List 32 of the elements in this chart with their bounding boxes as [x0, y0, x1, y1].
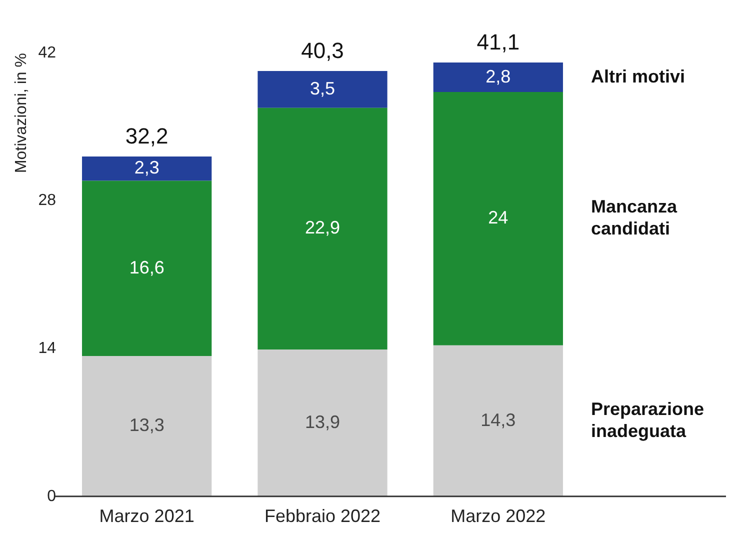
series-label: Altri motivi — [590, 66, 686, 86]
data-label: 2,8 — [486, 66, 511, 86]
data-label: 3,5 — [310, 78, 336, 98]
data-label: 22,9 — [304, 218, 340, 238]
series-label: Preparazione inadeguata — [590, 398, 704, 441]
bar — [433, 92, 563, 346]
bar — [258, 108, 388, 350]
data-label: 2,3 — [134, 158, 160, 178]
y-tick-label: 14 — [38, 340, 56, 358]
y-tick-label: 42 — [38, 44, 56, 62]
data-label: 13,3 — [129, 415, 164, 436]
y-axis-title: Motivazioni, in % — [13, 53, 30, 174]
total-label: 32,2 — [125, 124, 168, 149]
x-tick-label: Marzo 2021 — [99, 506, 194, 526]
series-label: Mancanza candidati — [590, 196, 678, 239]
bar — [82, 180, 212, 356]
total-label: 40,3 — [301, 38, 344, 64]
bar — [82, 356, 212, 496]
data-label: 14,3 — [480, 410, 516, 430]
bar — [258, 350, 388, 496]
y-tick-label: 28 — [38, 192, 56, 210]
total-label: 41,1 — [476, 30, 520, 55]
x-tick-label: Febbraio 2022 — [264, 506, 381, 526]
bar — [433, 62, 563, 92]
bar — [258, 70, 388, 108]
data-label: 16,6 — [129, 257, 164, 278]
y-tick-label: 0 — [47, 488, 56, 505]
bar — [433, 345, 563, 496]
data-label: 24 — [488, 208, 508, 228]
x-tick-label: Marzo 2022 — [450, 506, 546, 526]
data-label: 13,9 — [304, 412, 340, 432]
bar — [82, 156, 212, 181]
